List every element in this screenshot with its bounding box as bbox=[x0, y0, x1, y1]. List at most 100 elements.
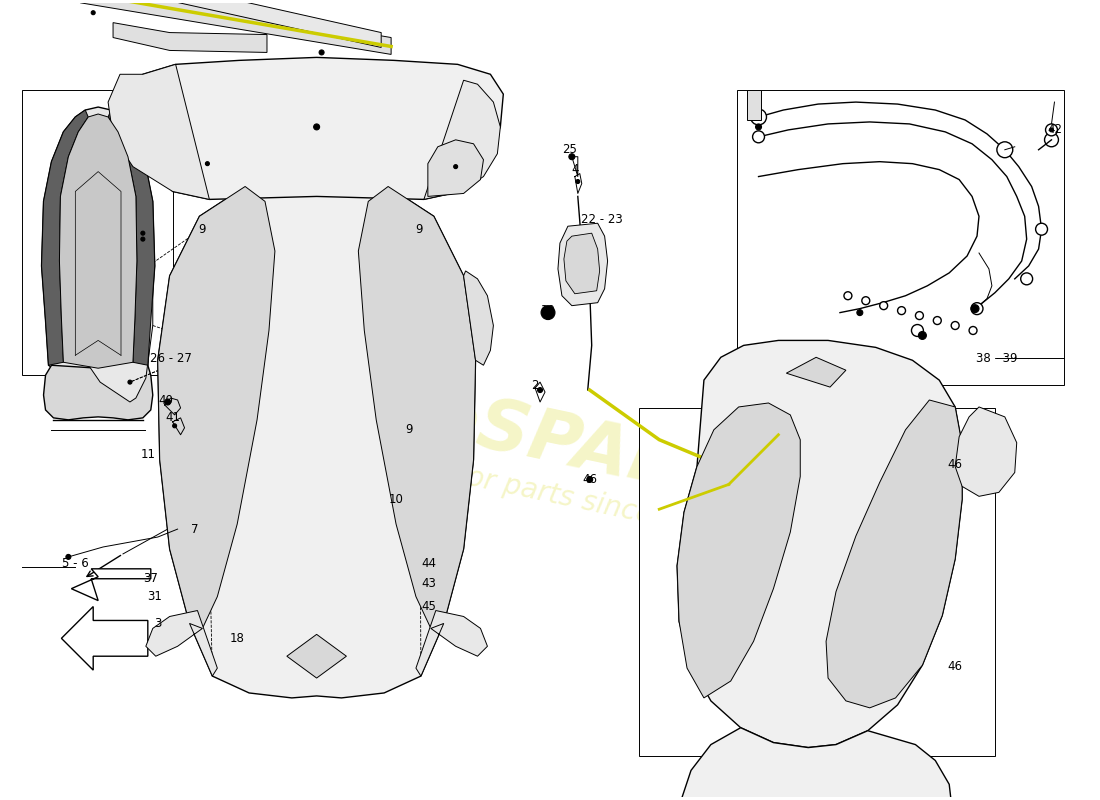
Circle shape bbox=[1045, 133, 1058, 146]
Polygon shape bbox=[157, 179, 475, 698]
Polygon shape bbox=[287, 634, 346, 678]
Polygon shape bbox=[22, 90, 173, 375]
Circle shape bbox=[206, 162, 209, 166]
Circle shape bbox=[91, 10, 96, 14]
Polygon shape bbox=[70, 219, 153, 402]
Circle shape bbox=[541, 306, 556, 319]
Circle shape bbox=[971, 302, 983, 314]
Polygon shape bbox=[678, 341, 962, 747]
Polygon shape bbox=[424, 80, 500, 199]
Polygon shape bbox=[359, 186, 475, 629]
Text: 46: 46 bbox=[582, 473, 597, 486]
Polygon shape bbox=[786, 358, 846, 387]
Circle shape bbox=[1049, 128, 1054, 132]
Circle shape bbox=[586, 477, 593, 482]
Polygon shape bbox=[416, 610, 487, 676]
Circle shape bbox=[538, 387, 542, 393]
Text: a passion for parts since 1985: a passion for parts since 1985 bbox=[317, 432, 734, 546]
Text: euroSPARES: euroSPARES bbox=[290, 354, 790, 525]
Circle shape bbox=[750, 109, 767, 125]
Circle shape bbox=[165, 399, 170, 405]
Circle shape bbox=[141, 231, 145, 235]
Polygon shape bbox=[108, 64, 209, 199]
Text: 7: 7 bbox=[190, 522, 198, 535]
Circle shape bbox=[933, 317, 942, 325]
Circle shape bbox=[128, 380, 132, 384]
Text: 42: 42 bbox=[1047, 123, 1062, 136]
Text: 40: 40 bbox=[158, 394, 173, 406]
Polygon shape bbox=[737, 90, 1065, 385]
Circle shape bbox=[857, 310, 862, 315]
Polygon shape bbox=[826, 400, 962, 708]
Text: 4: 4 bbox=[571, 163, 579, 176]
Polygon shape bbox=[681, 728, 953, 800]
Text: 25: 25 bbox=[562, 143, 578, 156]
Polygon shape bbox=[113, 22, 267, 53]
Circle shape bbox=[569, 154, 575, 160]
Polygon shape bbox=[157, 186, 275, 629]
Text: 37: 37 bbox=[143, 572, 158, 586]
Circle shape bbox=[453, 165, 458, 169]
Circle shape bbox=[319, 50, 324, 55]
Text: 46: 46 bbox=[948, 458, 962, 471]
Text: 11: 11 bbox=[141, 448, 155, 461]
Circle shape bbox=[575, 179, 580, 183]
Text: 45: 45 bbox=[421, 600, 437, 613]
Polygon shape bbox=[108, 110, 155, 366]
Text: 46: 46 bbox=[948, 660, 962, 673]
Polygon shape bbox=[428, 140, 484, 197]
Circle shape bbox=[880, 302, 888, 310]
Circle shape bbox=[952, 322, 959, 330]
Polygon shape bbox=[130, 58, 504, 199]
Polygon shape bbox=[463, 271, 494, 366]
Polygon shape bbox=[59, 114, 136, 368]
Polygon shape bbox=[146, 610, 218, 676]
Circle shape bbox=[844, 292, 851, 300]
Text: 3: 3 bbox=[154, 617, 162, 630]
Polygon shape bbox=[80, 0, 382, 47]
Text: 44: 44 bbox=[421, 558, 437, 570]
Text: 38 - 39: 38 - 39 bbox=[976, 352, 1018, 365]
Text: 2: 2 bbox=[531, 378, 539, 392]
Circle shape bbox=[971, 305, 979, 313]
Polygon shape bbox=[564, 233, 600, 294]
Circle shape bbox=[173, 424, 177, 428]
Circle shape bbox=[141, 237, 145, 241]
Text: 9: 9 bbox=[405, 423, 412, 436]
Polygon shape bbox=[42, 110, 88, 366]
Polygon shape bbox=[558, 223, 607, 306]
Text: 22 - 23: 22 - 23 bbox=[581, 213, 623, 226]
Circle shape bbox=[1035, 223, 1047, 235]
Polygon shape bbox=[44, 366, 153, 420]
Circle shape bbox=[756, 124, 761, 130]
Circle shape bbox=[314, 124, 320, 130]
Text: 43: 43 bbox=[421, 578, 437, 590]
Text: 9: 9 bbox=[415, 222, 422, 236]
Polygon shape bbox=[72, 569, 151, 601]
Circle shape bbox=[752, 131, 764, 142]
Text: 26 - 27: 26 - 27 bbox=[150, 352, 191, 365]
Circle shape bbox=[997, 142, 1013, 158]
Text: 30: 30 bbox=[540, 304, 556, 317]
Circle shape bbox=[918, 331, 926, 339]
Polygon shape bbox=[42, 107, 155, 375]
Circle shape bbox=[1045, 124, 1057, 136]
Text: 10: 10 bbox=[388, 493, 404, 506]
Circle shape bbox=[915, 312, 923, 319]
Text: 5 - 6: 5 - 6 bbox=[62, 558, 89, 570]
Circle shape bbox=[861, 297, 870, 305]
Polygon shape bbox=[80, 0, 392, 54]
Text: 9: 9 bbox=[199, 222, 206, 236]
Text: 18: 18 bbox=[230, 632, 244, 645]
Polygon shape bbox=[747, 90, 760, 120]
Polygon shape bbox=[678, 403, 801, 698]
Circle shape bbox=[898, 306, 905, 314]
Circle shape bbox=[66, 554, 70, 559]
Text: 41: 41 bbox=[165, 411, 180, 424]
Circle shape bbox=[912, 325, 923, 337]
Polygon shape bbox=[62, 606, 147, 670]
Circle shape bbox=[969, 326, 977, 334]
Circle shape bbox=[1021, 273, 1033, 285]
Text: 31: 31 bbox=[147, 590, 162, 603]
Polygon shape bbox=[639, 408, 994, 755]
